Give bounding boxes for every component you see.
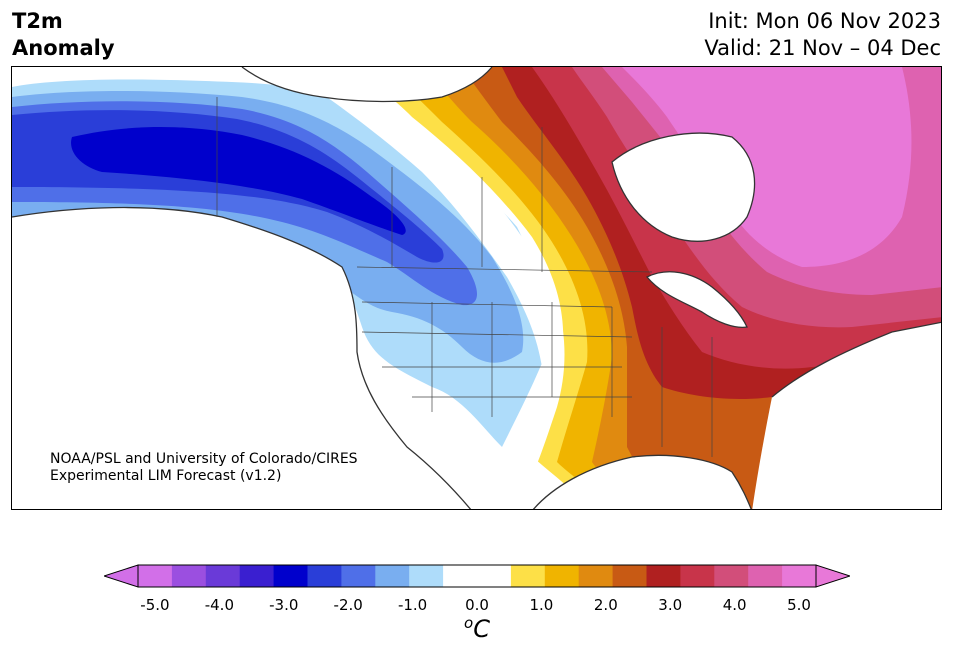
colorbar-cell xyxy=(375,565,410,587)
colorbar-tick-label: -1.0 xyxy=(397,596,428,614)
colorbar-tick-label: -5.0 xyxy=(140,596,170,614)
gulf-of-mexico xyxy=(533,455,752,509)
colorbar-low-extend xyxy=(104,564,139,588)
colorbar-frame xyxy=(137,564,817,588)
colorbar-cell xyxy=(680,565,715,587)
anomaly-map-svg xyxy=(12,67,941,509)
colorbar-tick-label: 3.0 xyxy=(658,596,683,614)
credit-line-2: Experimental LIM Forecast (v1.2) xyxy=(50,468,282,484)
data-credit: NOAA/PSL and University of Colorado/CIRE… xyxy=(50,451,358,485)
init-date: Init: Mon 06 Nov 2023 xyxy=(708,9,941,33)
map-title: T2m Anomaly xyxy=(12,8,115,62)
great-lakes xyxy=(647,271,747,328)
colorbar-cell xyxy=(578,565,614,587)
arctic-ocean xyxy=(242,67,492,102)
colorbar-high-extend xyxy=(815,564,850,588)
coastlines xyxy=(12,67,941,509)
colorbar-cell xyxy=(341,565,376,587)
title-line-variable: T2m xyxy=(12,9,63,33)
political-borders xyxy=(216,97,713,457)
atlantic-ocean xyxy=(752,322,941,509)
colorbar xyxy=(104,564,850,588)
colorbar-tick-label: 1.0 xyxy=(529,596,554,614)
warm-anomaly-magenta xyxy=(622,67,912,267)
hudson-bay xyxy=(612,133,755,242)
colorbar-cell xyxy=(646,565,681,587)
unit-degree-symbol: o xyxy=(464,614,474,632)
colorbar-cell xyxy=(171,565,207,587)
colorbar-cell xyxy=(138,565,173,587)
colorbar-cell xyxy=(510,565,546,587)
colorbar-cell xyxy=(612,565,647,587)
credit-line-1: NOAA/PSL and University of Colorado/CIRE… xyxy=(50,451,358,467)
colorbar-tick-label: 4.0 xyxy=(722,596,747,614)
neutral-anomaly-band xyxy=(312,87,565,487)
anomaly-map: NOAA/PSL and University of Colorado/CIRE… xyxy=(11,66,942,510)
colorbar-cell xyxy=(443,565,478,587)
colorbar-cell xyxy=(714,565,749,587)
colorbar-tick-label: -2.0 xyxy=(333,596,363,614)
colorbar-tick-label: -3.0 xyxy=(269,596,299,614)
colorbar-cell xyxy=(205,565,241,587)
colorbar-cells xyxy=(138,565,817,587)
colorbar-tick-label: -4.0 xyxy=(204,596,234,614)
valid-date: Valid: 21 Nov – 04 Dec xyxy=(704,36,941,60)
colorbar-tick-label: 2.0 xyxy=(593,596,618,614)
cold-anomaly-core xyxy=(71,127,406,235)
colorbar-cell xyxy=(782,565,817,587)
pacific-ocean xyxy=(12,207,471,509)
colorbar-cell xyxy=(239,565,275,587)
title-line-anomaly: Anomaly xyxy=(12,36,115,60)
colorbar-unit: oC xyxy=(464,614,490,643)
colorbar-cell xyxy=(307,565,342,587)
colorbar-tick-label: 0.0 xyxy=(465,596,489,614)
colorbar-cell xyxy=(477,565,512,587)
unit-letter: C xyxy=(473,615,490,643)
colorbar-cell xyxy=(409,565,444,587)
colorbar-cell xyxy=(544,565,580,587)
colorbar-tick-label: 5.0 xyxy=(787,596,811,614)
colorbar-cell xyxy=(273,565,308,587)
colorbar-cell xyxy=(748,565,783,587)
forecast-dates: Init: Mon 06 Nov 2023 Valid: 21 Nov – 04… xyxy=(704,8,941,62)
